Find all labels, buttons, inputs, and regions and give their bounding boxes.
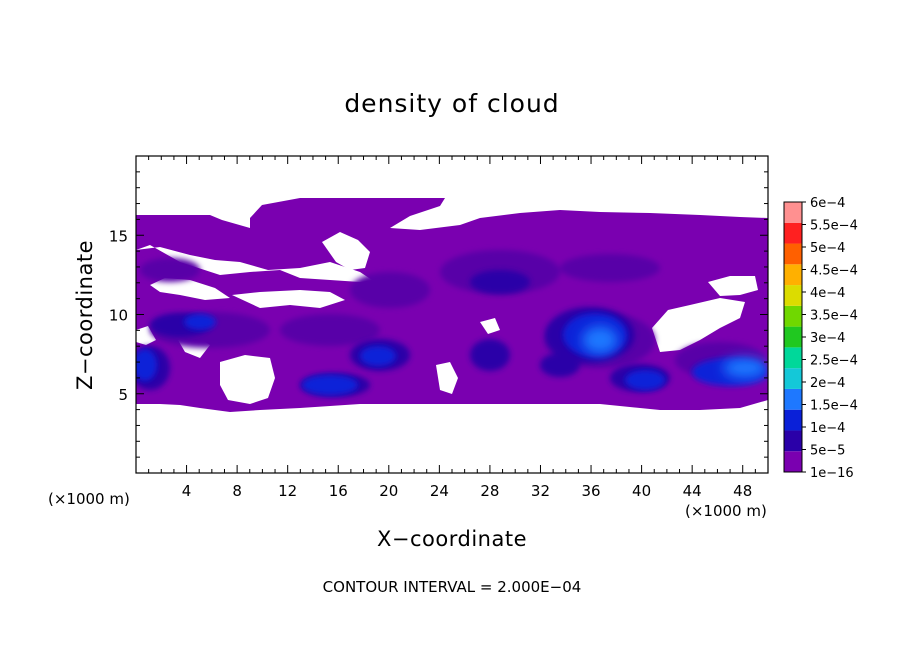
colorbar-swatch [784,285,802,306]
colorbar-swatch [784,409,802,431]
axis-ticks [136,156,768,473]
gap-11 [136,326,156,345]
colorbar-swatch [784,222,802,244]
x-tick-label: 4 [182,482,192,500]
x-unit-right: (×1000 m) [685,502,767,520]
x-tick-label: 16 [329,482,348,500]
gap-9 [708,276,758,296]
colorbar-label: 5.5e−4 [810,219,858,234]
y-axis-label: Z−coordinate [73,240,97,390]
x-tick-label: 40 [632,482,651,500]
colorbar-label: 3.5e−4 [810,309,858,324]
colorbar-label: 1.5e−4 [810,399,858,414]
chart-title: density of cloud [344,89,559,118]
colorbar-swatch [784,368,802,389]
y-tick-label: 10 [109,307,128,325]
colorbar-swatch [784,264,802,286]
colorbar-label: 2.5e−4 [810,354,858,369]
colorbar-label: 4.5e−4 [810,264,858,279]
gap-7 [436,362,458,394]
x-tick-label: 8 [232,482,242,500]
x-tick-label: 20 [379,482,398,500]
y-tick-label: 15 [109,227,128,245]
level-4-zones [582,326,767,378]
x-tick-label: 24 [430,482,449,500]
colorbar-label: 1e−4 [810,421,845,436]
colorbar-swatch [784,326,802,348]
colorbar-swatch [784,388,802,410]
colorbar-swatch [784,305,802,327]
x-tick-label: 12 [278,482,297,500]
colorbar-label: 5e−5 [810,444,845,459]
x-tick-label: 28 [480,482,499,500]
cloud-field [136,198,768,412]
x-axis-label: X−coordinate [377,527,527,551]
gap-10 [480,318,500,334]
gap-8 [652,298,745,352]
x-unit-left: (×1000 m) [48,490,130,508]
x-tick-label: 44 [683,482,702,500]
colorbar-label: 4e−4 [810,286,845,301]
gap-1 [136,245,372,282]
colorbar-label: 3e−4 [810,331,845,346]
gap-3 [322,232,370,270]
colorbar-label: 5e−4 [810,241,845,256]
colorbar-swatch [784,451,802,472]
colorbar-label: 2e−4 [810,376,845,391]
colorbar-swatch [784,430,802,452]
x-tick-label: 32 [531,482,550,500]
x-tick-label: 36 [581,482,600,500]
colorbar-swatch [784,347,802,369]
colorbar-label: 1e−16 [810,466,854,481]
colorbar-swatch [784,243,802,265]
gap-6 [220,355,275,404]
gap-2 [150,278,230,300]
contour-interval: CONTOUR INTERVAL = 2.000E−04 [323,578,582,596]
y-tick-label: 5 [118,386,128,404]
colorbar-swatch [784,202,802,223]
colorbar: 1e−16 5e−5 1e−4 1.5e−4 2e−4 2.5e−4 3e−4 3.5e−4 4… [783,196,858,481]
gap-4 [232,290,345,308]
colorbar-label: 6e−4 [810,196,845,211]
x-tick-label: 48 [733,482,752,500]
